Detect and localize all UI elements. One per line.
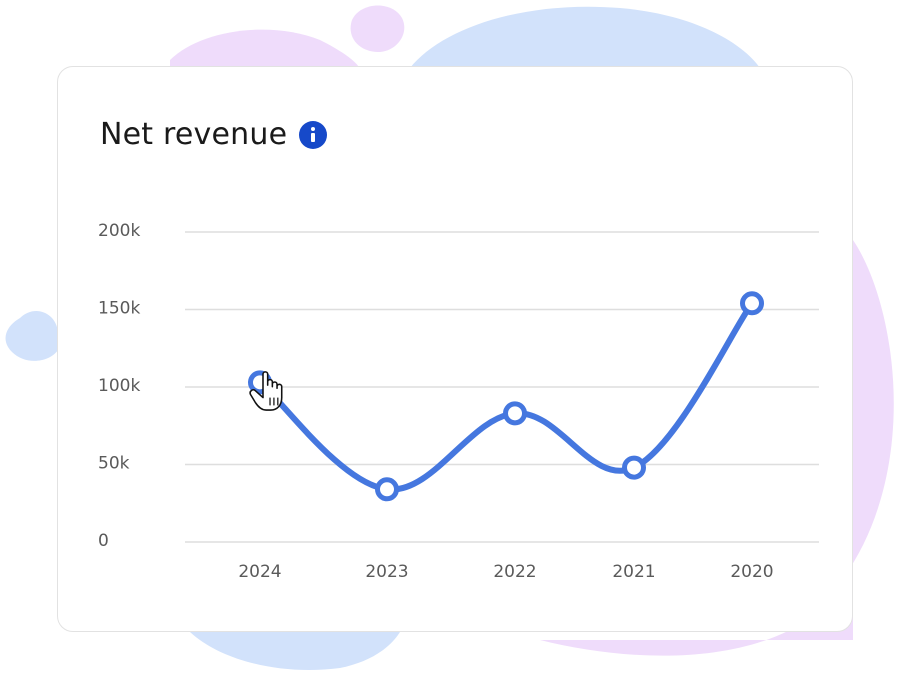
y-tick-label: 200k bbox=[98, 221, 140, 241]
x-tick-label: 2022 bbox=[493, 562, 536, 582]
data-point[interactable] bbox=[503, 401, 527, 426]
purple-blob-top-left bbox=[170, 29, 360, 70]
x-tick-label: 2020 bbox=[730, 562, 773, 582]
info-icon[interactable] bbox=[299, 120, 328, 149]
blue-blob-bottom bbox=[190, 632, 400, 671]
series-layer bbox=[257, 300, 755, 493]
series-line bbox=[257, 300, 755, 493]
x-tick-label: 2021 bbox=[612, 562, 655, 582]
card-title: Net revenue bbox=[100, 117, 288, 152]
y-axis-ticks: 0 50k 100k 150k 200k bbox=[98, 221, 140, 551]
purple-blob-small-top bbox=[350, 5, 405, 52]
blue-blob-left bbox=[5, 310, 58, 361]
x-axis-ticks: 2024 2023 2022 2021 2020 bbox=[238, 562, 773, 582]
y-tick-label: 50k bbox=[98, 454, 130, 474]
data-point[interactable] bbox=[740, 291, 764, 316]
chart-card: Net revenue bbox=[57, 66, 853, 632]
hand-pointer-icon bbox=[249, 371, 283, 411]
data-point[interactable] bbox=[622, 455, 646, 480]
purple-blob-right bbox=[540, 240, 894, 656]
y-tick-label: 100k bbox=[98, 376, 140, 396]
y-tick-label: 150k bbox=[98, 299, 140, 319]
point-layer bbox=[248, 291, 764, 502]
x-tick-label: 2023 bbox=[365, 562, 408, 582]
data-point[interactable] bbox=[375, 477, 399, 502]
grid-layer bbox=[185, 231, 819, 543]
card-header: Net revenue bbox=[100, 117, 328, 152]
y-tick-label: 0 bbox=[98, 531, 109, 551]
blue-blob-top bbox=[410, 6, 760, 68]
x-tick-label: 2024 bbox=[238, 562, 281, 582]
